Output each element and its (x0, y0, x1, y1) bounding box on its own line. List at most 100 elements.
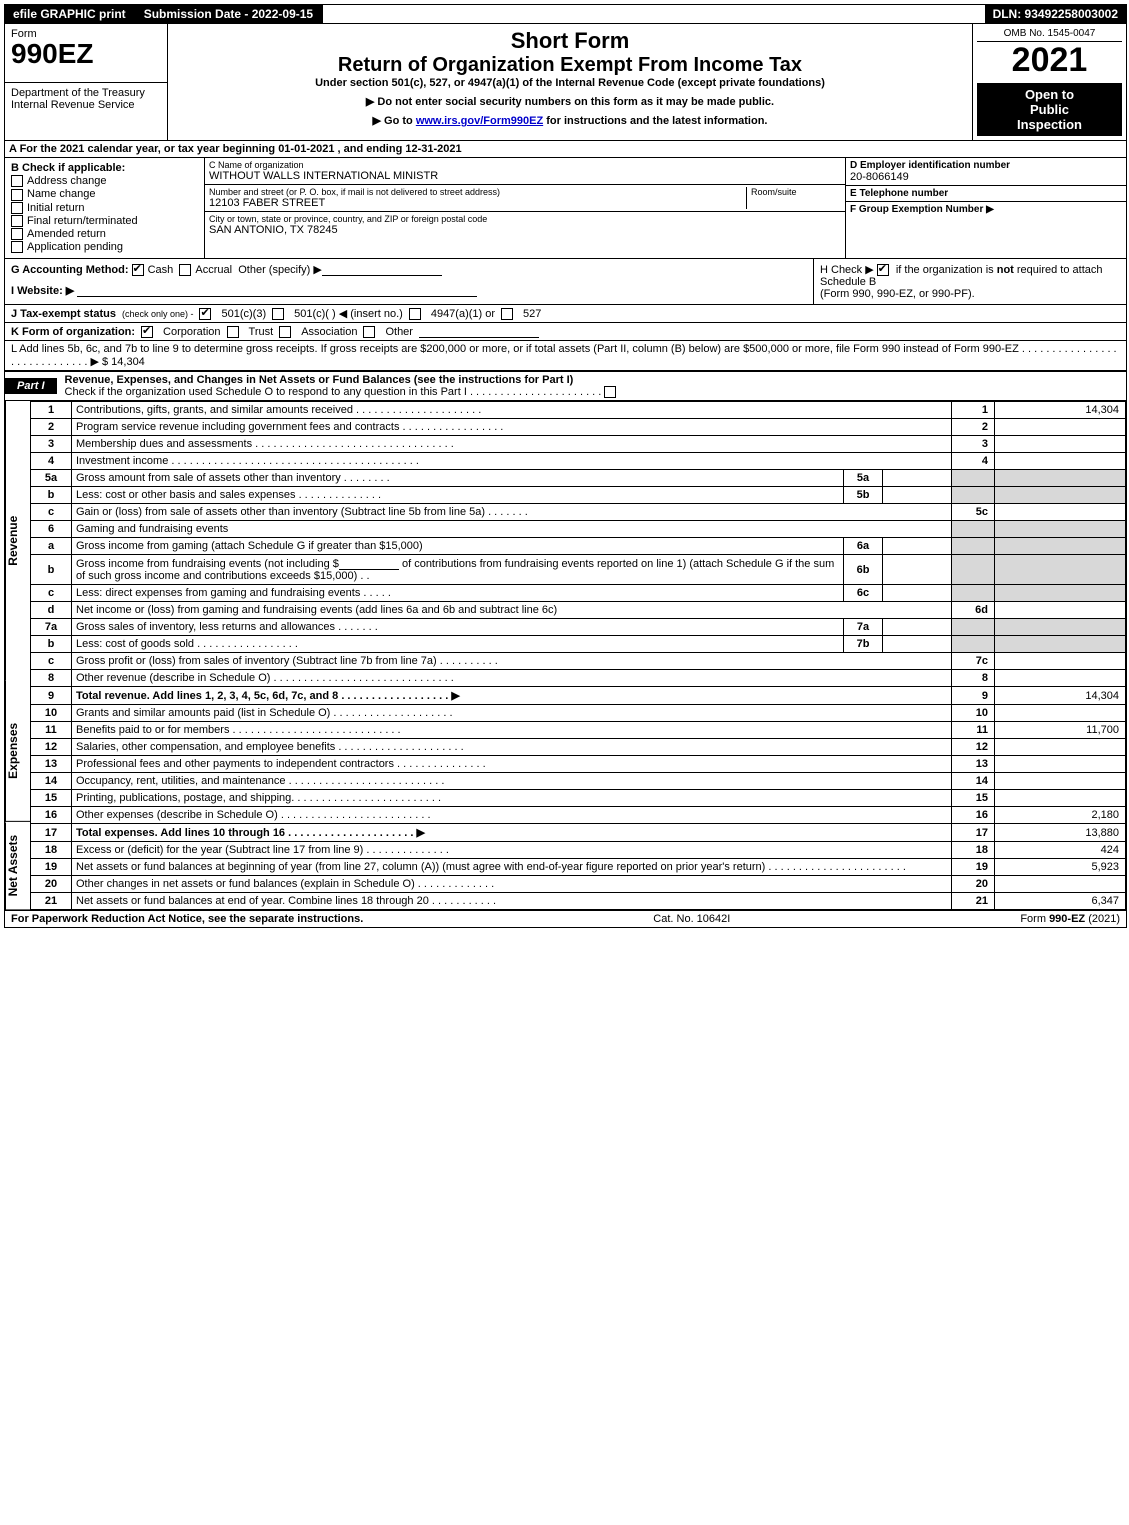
l20-num: 20 (31, 876, 72, 893)
accrual-label: Accrual (195, 264, 232, 276)
final-return-label: Final return/terminated (27, 215, 138, 227)
l7b-val (995, 636, 1126, 653)
l6a-val (995, 538, 1126, 555)
part-1-tab: Part I (5, 378, 57, 394)
submission-tab: Submission Date - 2022-09-15 (136, 5, 323, 23)
l12-num: 12 (31, 739, 72, 756)
trust-label: Trust (249, 326, 274, 338)
accounting-other-input[interactable] (322, 263, 442, 276)
checkbox-corp[interactable] (141, 326, 153, 338)
omb-number: OMB No. 1545-0047 (977, 28, 1122, 42)
checkbox-schedule-b[interactable] (877, 264, 889, 276)
netassets-label: Net Assets (5, 822, 30, 910)
527-label: 527 (523, 308, 541, 320)
l7b-num: b (31, 636, 72, 653)
l4-num: 4 (31, 453, 72, 470)
part-1-table: 1Contributions, gifts, grants, and simil… (30, 401, 1126, 910)
l15-val (995, 790, 1126, 807)
assoc-label: Association (301, 326, 357, 338)
checkbox-501c[interactable] (272, 308, 284, 320)
l14-val (995, 773, 1126, 790)
l-amount: $ 14,304 (102, 356, 145, 368)
l20-text: Other changes in net assets or fund bala… (72, 876, 952, 893)
checkbox-amended[interactable] (11, 228, 23, 240)
checkbox-527[interactable] (501, 308, 513, 320)
l8-val (995, 670, 1126, 687)
directive-ssn: ▶ Do not enter social security numbers o… (172, 95, 968, 108)
l7b-mini: 7b (844, 636, 883, 653)
l21-val: 6,347 (995, 893, 1126, 910)
j-label: J Tax-exempt status (11, 308, 116, 320)
l5a-mini: 5a (844, 470, 883, 487)
l19-idx: 19 (952, 859, 995, 876)
l1-val: 14,304 (995, 402, 1126, 419)
checkbox-other-org[interactable] (363, 326, 375, 338)
l5c-num: c (31, 504, 72, 521)
l20-val (995, 876, 1126, 893)
l9-idx: 9 (952, 687, 995, 705)
other-org-input[interactable] (419, 325, 539, 338)
top-bar: efile GRAPHIC print Submission Date - 20… (5, 5, 1126, 24)
checkbox-name-change[interactable] (11, 189, 23, 201)
h-text2: if the organization is (896, 264, 997, 276)
checkbox-501c3[interactable] (199, 308, 211, 320)
checkbox-assoc[interactable] (279, 326, 291, 338)
checkbox-schedule-o[interactable] (604, 386, 616, 398)
l17-idx: 17 (952, 824, 995, 842)
l7c-text: Gross profit or (loss) from sales of inv… (72, 653, 952, 670)
checkbox-final-return[interactable] (11, 215, 23, 227)
h-not: not (997, 264, 1014, 276)
form-subtitle: Under section 501(c), 527, or 4947(a)(1)… (172, 77, 968, 89)
l13-val (995, 756, 1126, 773)
irs-link[interactable]: www.irs.gov/Form990EZ (416, 115, 543, 127)
l9-bold: Total revenue. Add lines 1, 2, 3, 4, 5c,… (76, 690, 460, 702)
l6b-blank[interactable] (339, 557, 399, 570)
l1-text: Contributions, gifts, grants, and simila… (72, 402, 952, 419)
l5b-mini: 5b (844, 487, 883, 504)
line-a-tax-year: A For the 2021 calendar year, or tax yea… (5, 141, 1126, 158)
l5b-minival (883, 487, 952, 504)
checkbox-initial-return[interactable] (11, 202, 23, 214)
l6a-minival (883, 538, 952, 555)
section-b-label: B Check if applicable: (11, 162, 198, 174)
accounting-label: G Accounting Method: (11, 264, 129, 276)
footer-right-form: 990-EZ (1049, 913, 1085, 925)
part-1-check-text: Check if the organization used Schedule … (65, 386, 467, 398)
checkbox-accrual[interactable] (179, 264, 191, 276)
section-def: D Employer identification number 20-8066… (846, 158, 1126, 258)
footer-center: Cat. No. 10642I (653, 913, 730, 925)
name-change-label: Name change (27, 188, 96, 200)
l5a-minival (883, 470, 952, 487)
directive-post: for instructions and the latest informat… (543, 115, 767, 127)
l21-idx: 21 (952, 893, 995, 910)
l9-text: Total revenue. Add lines 1, 2, 3, 4, 5c,… (72, 687, 952, 705)
l5a-text: Gross amount from sale of assets other t… (72, 470, 844, 487)
directive-link: ▶ Go to www.irs.gov/Form990EZ for instru… (172, 114, 968, 127)
l5b-idx (952, 487, 995, 504)
dln-label: DLN: 93492258003002 (985, 5, 1126, 23)
part-1-title: Revenue, Expenses, and Changes in Net As… (57, 372, 1126, 400)
l6-num: 6 (31, 521, 72, 538)
checkbox-cash[interactable] (132, 264, 144, 276)
l11-idx: 11 (952, 722, 995, 739)
l-text: L Add lines 5b, 6c, and 7b to line 9 to … (11, 343, 1019, 355)
website-input[interactable] (77, 284, 477, 297)
checkbox-4947[interactable] (409, 308, 421, 320)
l19-val: 5,923 (995, 859, 1126, 876)
public-line2: Public (979, 102, 1120, 117)
gh-row: G Accounting Method: Cash Accrual Other … (5, 259, 1126, 305)
form-990ez-page: efile GRAPHIC print Submission Date - 20… (4, 4, 1127, 928)
l7b-idx (952, 636, 995, 653)
l6b-t1: Gross income from fundraising events (no… (76, 558, 339, 570)
directive-pre: ▶ Go to (373, 115, 416, 127)
l6c-num: c (31, 585, 72, 602)
checkbox-trust[interactable] (227, 326, 239, 338)
checkbox-address-change[interactable] (11, 175, 23, 187)
l6b-mini: 6b (844, 555, 883, 585)
efile-tab[interactable]: efile GRAPHIC print (5, 5, 136, 23)
l6b-idx (952, 555, 995, 585)
checkbox-pending[interactable] (11, 241, 23, 253)
l18-val: 424 (995, 842, 1126, 859)
l6c-val (995, 585, 1126, 602)
l11-num: 11 (31, 722, 72, 739)
